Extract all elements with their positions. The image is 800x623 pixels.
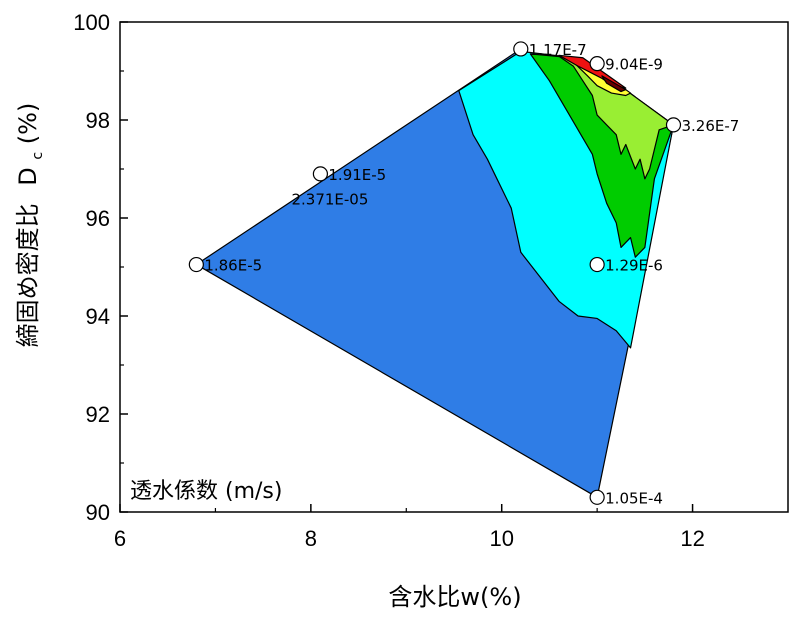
data-point-label: 1.86E-5 [204,257,262,275]
x-tick-label: 8 [305,526,317,551]
y-tick-label: 94 [86,304,110,329]
data-point-label: 3.26E-7 [681,117,739,135]
x-tick-label: 6 [114,526,126,551]
data-point-label: 1.29E-6 [605,257,663,275]
annotation-label: 2.371E-05 [291,190,368,208]
y-axis-title-subscript: c [30,152,46,160]
y-axis-title-main: 締固め密度比 [14,203,42,347]
y-axis-title: 締固め密度比 D c (%) [14,103,48,348]
data-point-marker [589,256,605,273]
data-point-marker [589,56,605,72]
contour-regions [195,48,675,498]
contour-region-darkred [601,75,627,93]
data-point-marker [513,41,529,57]
x-axis-title: 含水比w(%) [388,583,521,611]
y-axis-title-symbol: D [14,167,42,185]
x-tick-label: 10 [489,526,513,551]
axis-ticks: 6 8 10 12 90 92 94 96 98 100 [73,10,705,551]
y-tick-label: 98 [86,108,110,133]
data-point-label: 9.04E-9 [605,56,663,74]
x-tick-label: 12 [680,526,704,551]
y-tick-label: 100 [73,10,110,35]
data-point-marker [312,166,328,182]
data-point-label: 1.05E-4 [605,489,663,507]
data-point-marker [589,489,605,505]
legend-title: 透水係数 (m/s) [130,479,282,504]
y-tick-label: 90 [86,500,110,525]
svg-text:締固め密度比 D c (: 締固め密度比 D c (%) [14,103,48,348]
y-axis-title-unit: (%) [14,103,42,145]
contour-region-lightgreen [558,55,675,180]
y-tick-label: 92 [86,402,110,427]
data-point-label: 1.91E-5 [328,166,386,184]
data-point-marker [188,256,204,273]
data-point-marker [665,117,682,133]
data-points: 1.17E-7 9.04E-9 3.26E-7 1.91E-5 1.86E-5 1.29E… [188,41,739,507]
data-point-label: 1.17E-7 [529,41,587,59]
y-tick-label: 96 [86,206,110,231]
